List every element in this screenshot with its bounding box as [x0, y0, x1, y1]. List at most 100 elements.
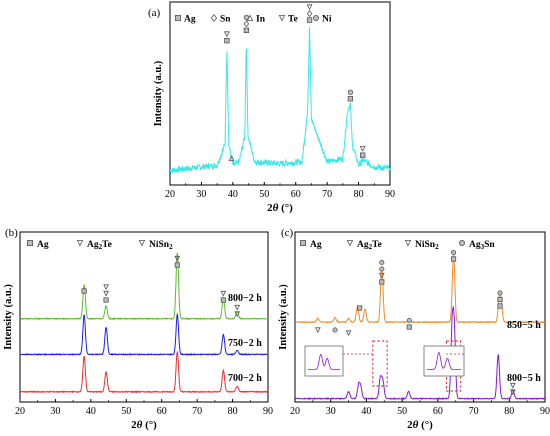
square-marker	[300, 240, 306, 246]
x-tick-label: 30	[196, 189, 206, 200]
series-label: 850−5 h	[507, 320, 541, 331]
triangle-down-marker	[174, 255, 181, 262]
x-tick-label: 20	[165, 189, 175, 200]
square-marker	[406, 324, 412, 330]
square-marker	[103, 297, 109, 303]
xrd-trace-a	[169, 27, 391, 175]
x-axis-label: 2θ (°)	[407, 419, 433, 431]
triangle-down-marker	[234, 311, 241, 318]
x-tick-label: 30	[50, 406, 60, 417]
diamond-marker	[243, 20, 250, 28]
triangle-down-marker	[278, 14, 286, 22]
x-tick-label: 40	[361, 406, 371, 417]
triangle-down-marker	[234, 304, 241, 311]
square-marker	[306, 17, 313, 23]
triangle-down-marker	[345, 330, 352, 337]
x-tick-label: 50	[397, 406, 407, 417]
legend-label: Te	[288, 15, 298, 25]
square-marker	[497, 296, 503, 303]
circle-marker	[313, 15, 319, 21]
series-label: 800−5 h	[507, 373, 541, 384]
triangle-down-marker	[346, 239, 354, 247]
x-tick-label: 40	[86, 406, 96, 417]
legend-label: Ag2Te	[87, 240, 112, 251]
x-tick-label: 80	[504, 406, 514, 417]
xrd-trace-b-1	[19, 312, 269, 357]
triangle-down-marker	[138, 239, 146, 247]
legend-c: Ag Ag2Te NiSn2 Ag3Sn	[300, 239, 495, 251]
x-tick-label: 60	[433, 406, 443, 417]
inset-trace	[308, 353, 340, 370]
series-label: 700−2 h	[228, 373, 262, 384]
square-marker	[243, 27, 250, 34]
x-tick-label: 90	[540, 406, 550, 417]
triangle-down-marker	[510, 382, 516, 389]
y-axis-label: Intensity (a.u.)	[153, 60, 164, 126]
panel-label: (a)	[148, 7, 161, 19]
panel-a: 20 30 40 50 60 70 80 90 2θ (°) Intensity (a.u.) (a…	[148, 1, 395, 214]
square-marker	[357, 305, 363, 311]
triangle-down-marker	[223, 31, 230, 38]
series-label: 750−2 h	[228, 338, 262, 349]
square-marker	[81, 288, 87, 294]
legend-label: Sn	[220, 15, 231, 25]
triangle-down-marker	[306, 4, 313, 11]
legend-label: NiSn2	[415, 240, 439, 251]
circle-marker	[332, 327, 338, 333]
x-tick-label: 60	[157, 406, 167, 417]
panel-label: (b)	[5, 227, 18, 239]
square-marker	[224, 37, 230, 44]
circle-marker	[497, 290, 503, 296]
zoom-region-1	[372, 340, 388, 387]
x-tick-label: 80	[354, 189, 364, 200]
triangle-down-marker	[220, 290, 227, 297]
legend-b: Ag Ag2Te NiSn2	[27, 239, 173, 251]
triangle-down-marker	[103, 284, 109, 291]
circle-marker	[379, 259, 385, 266]
square-marker	[220, 297, 226, 303]
triangle-up-marker	[246, 14, 254, 22]
square-marker	[175, 15, 181, 21]
x-tick-label: 60	[291, 189, 301, 200]
x-tick-label: 20	[290, 406, 300, 417]
diamond-marker	[210, 14, 218, 22]
triangle-down-marker	[404, 239, 412, 247]
triangle-down-marker	[359, 145, 366, 152]
square-marker	[360, 152, 366, 158]
x-tick-label: 50	[259, 189, 269, 200]
square-marker	[174, 262, 180, 268]
x-tick-label: 70	[322, 189, 332, 200]
legend-label: NiSn2	[149, 240, 173, 251]
x-tick-label: 40	[228, 189, 238, 200]
y-axis-label: Intensity (a.u.)	[278, 284, 289, 350]
inset-frame	[423, 345, 465, 377]
triangle-down-marker	[510, 389, 516, 396]
square-marker	[379, 279, 385, 285]
legend-label: Ni	[322, 15, 332, 25]
x-axis-label: 2θ (°)	[131, 419, 157, 431]
x-tick-label: 80	[228, 406, 238, 417]
legend-label: Ag3Sn	[469, 240, 495, 251]
xrd-trace-b-0	[19, 252, 269, 321]
legend-label: Ag	[37, 240, 49, 250]
triangle-down-marker	[103, 290, 109, 297]
legend-label: Ag2Te	[357, 240, 382, 251]
x-tick-label: 20	[15, 406, 25, 417]
panel-c: 20 30 40 50 60 70 80 90 2θ (°) Intensity (a.u.) (c…	[278, 227, 550, 431]
circle-marker	[459, 240, 465, 246]
panel-label: (c)	[281, 227, 294, 239]
x-tick-label: 90	[263, 406, 273, 417]
x-tick-label: 30	[326, 406, 336, 417]
square-marker	[347, 96, 354, 102]
square-marker	[451, 256, 457, 262]
inset-2	[423, 345, 465, 377]
legend-label: Ag	[184, 15, 196, 25]
legend-label: In	[256, 15, 266, 25]
xrd-trace-c-1	[294, 305, 546, 401]
circle-marker	[347, 89, 354, 95]
square-marker	[497, 303, 503, 309]
xrd-trace-c-0	[294, 254, 546, 324]
x-axis-label: 2θ (°)	[267, 202, 293, 214]
